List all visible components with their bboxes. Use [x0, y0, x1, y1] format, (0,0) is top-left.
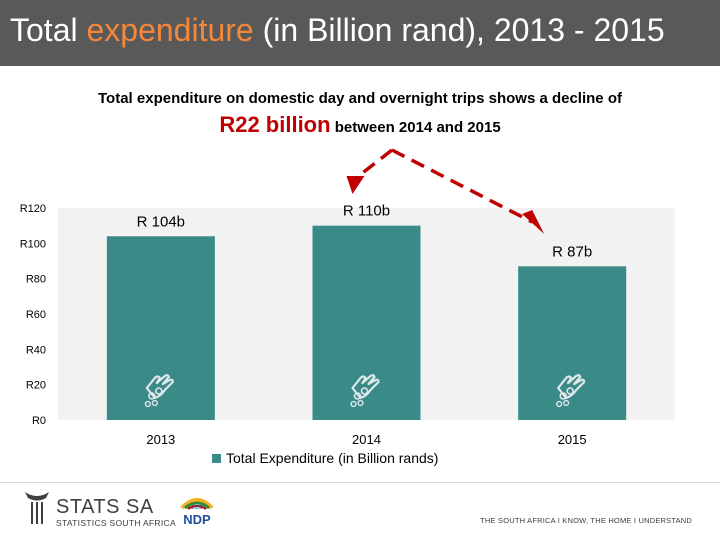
arrow-head-2014	[346, 176, 365, 194]
org-subtitle: STATISTICS SOUTH AFRICA	[56, 518, 176, 528]
footer-divider	[0, 482, 720, 483]
hand-coins-icon	[350, 374, 380, 408]
y-tick-label: R0	[32, 415, 46, 427]
data-label: R 110b	[343, 203, 390, 220]
y-tick-label: R20	[26, 380, 46, 392]
y-tick-label: R120	[20, 203, 46, 215]
y-tick-label: R40	[26, 344, 46, 356]
data-label: R 87b	[552, 243, 592, 260]
subtitle-line1: Total expenditure on domestic day and ov…	[98, 90, 622, 107]
title-bar: Total expenditure (in Billion rand), 201…	[0, 0, 720, 66]
title-suffix: (in Billion rand), 2013 - 2015	[253, 12, 665, 48]
title-accent: expenditure	[86, 12, 254, 48]
org-name: STATS SA	[56, 496, 154, 518]
data-label: R 104b	[137, 213, 185, 230]
subtitle-highlight: R22 billion	[219, 112, 331, 137]
x-tick-label: 2013	[146, 432, 175, 447]
ndp-label: NDP	[183, 512, 211, 527]
stats-sa-logo-icon	[25, 492, 49, 524]
hand-coins-icon	[556, 374, 586, 408]
arrow-line-2014	[357, 148, 394, 178]
legend-swatch	[212, 454, 221, 463]
subtitle-line2: R22 billion between 2014 and 2015	[0, 112, 720, 138]
ndp-logo: 2030 NDP	[180, 498, 214, 527]
bar	[518, 266, 627, 420]
slide-title: Total expenditure (in Billion rand), 201…	[10, 12, 665, 49]
tagline: THE SOUTH AFRICA I KNOW, THE HOME I UNDE…	[480, 516, 692, 525]
bar	[312, 225, 421, 420]
y-tick-label: R80	[26, 274, 46, 286]
x-tick-label: 2015	[558, 432, 587, 447]
title-prefix: Total	[10, 12, 87, 48]
y-tick-label: R100	[20, 238, 46, 250]
ndp-year: 2030	[191, 505, 202, 511]
subtitle-tail: between 2014 and 2015	[330, 119, 501, 136]
x-tick-label: 2014	[352, 432, 381, 447]
arrow-head-2015	[522, 210, 545, 234]
arrow-line-2015	[391, 148, 533, 224]
y-tick-label: R60	[26, 309, 46, 321]
bar-chart: R0 R20 R40 R60 R80 R100 R120 R 104b 2013 R 110b 20…	[20, 148, 675, 466]
hand-coins-icon	[144, 374, 174, 408]
legend-label: Total Expenditure (in Billion rands)	[226, 450, 438, 466]
